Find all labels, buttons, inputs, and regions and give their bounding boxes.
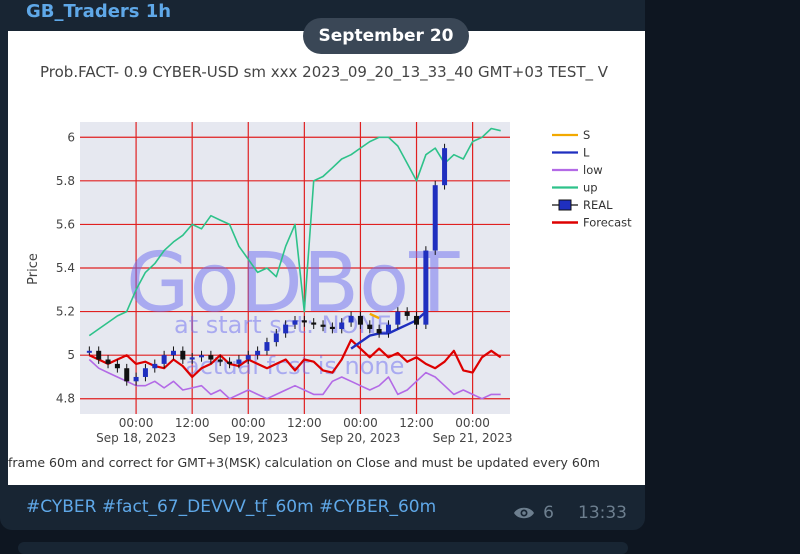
- series-line-forecast: [88, 338, 502, 379]
- message-meta: 6 13:33: [513, 503, 627, 523]
- real-candle-body: [236, 359, 242, 364]
- real-candle-body: [217, 359, 223, 362]
- y-ticks: 6 5.8 5.6 5.4 5.2 5 4.8: [56, 130, 75, 405]
- x-tick-date: Sep 20, 2023: [320, 431, 400, 445]
- real-candle-body: [152, 363, 158, 369]
- real-candle-body: [320, 324, 326, 327]
- x-tick-date: Sep 19, 2023: [208, 431, 288, 445]
- series-line-up: [88, 127, 501, 337]
- y-axis-label: Price: [26, 253, 41, 285]
- watermark-line1: at start set: NONE: [174, 311, 392, 339]
- real-candle-body: [376, 329, 382, 334]
- chart-title: Prob.FACT- 0.9 CYBER-USD sm xxx 2023_09_…: [40, 63, 609, 82]
- chart-footer: frame 60m and correct for GMT+3(MSK) cal…: [8, 455, 600, 470]
- legend-label-up: up: [583, 181, 598, 195]
- chart-image[interactable]: Prob.FACT- 0.9 CYBER-USD sm xxx 2023_09_…: [8, 31, 645, 485]
- real-candle-body: [255, 350, 261, 356]
- real-candle-body: [432, 185, 438, 251]
- series-line-s: [369, 312, 380, 320]
- legend-label-l: L: [583, 146, 590, 160]
- real-candle-body: [114, 363, 120, 369]
- x-tick-time: 12:00: [399, 416, 434, 430]
- channel-name[interactable]: GB_Traders 1h: [26, 1, 172, 22]
- views-count: 6: [543, 503, 554, 523]
- legend-label-real: REAL: [583, 198, 613, 212]
- real-candle-body: [170, 350, 176, 356]
- real-candle-body: [264, 342, 270, 351]
- real-candle-body: [86, 350, 92, 353]
- real-candle-body: [311, 322, 317, 325]
- next-message-edge: [18, 542, 628, 554]
- real-candle-body: [273, 333, 279, 343]
- x-tick-time: 00:00: [343, 416, 378, 430]
- real-candle-body: [404, 311, 410, 316]
- grid: [80, 122, 510, 414]
- x-tick-date: Sep 18, 2023: [96, 431, 176, 445]
- legend-label-low: low: [583, 163, 603, 177]
- real-candle-body: [105, 359, 111, 364]
- y-tick-label: 5.4: [56, 261, 75, 275]
- real-candle-body: [423, 250, 429, 325]
- legend-label-forecast: Forecast: [583, 216, 632, 230]
- real-candle-body: [199, 355, 205, 358]
- x-tick-time: 12:00: [287, 416, 322, 430]
- message-caption[interactable]: #CYBER #fact_67_DEVVV_tf_60m #CYBER_60m: [26, 497, 437, 517]
- real-candle-body: [301, 320, 307, 323]
- x-tick-time: 12:00: [175, 416, 210, 430]
- real-candle-body: [96, 350, 102, 360]
- y-tick-label: 4.8: [56, 392, 75, 406]
- real-candle-body: [348, 315, 354, 323]
- real-candle-body: [329, 326, 335, 330]
- chart-svg: Prob.FACT- 0.9 CYBER-USD sm xxx 2023_09_…: [8, 63, 632, 470]
- real-candle-body: [189, 357, 195, 360]
- real-candle-body: [161, 355, 167, 364]
- real-candle-body: [283, 324, 289, 334]
- real-candle-body: [227, 361, 233, 364]
- real-candle-body: [414, 315, 420, 325]
- series-line-low: [88, 358, 501, 400]
- message-time: 13:33: [578, 503, 627, 523]
- y-tick-label: 5: [67, 348, 75, 362]
- series-group: [86, 127, 502, 400]
- views-icon: [513, 506, 535, 520]
- real-candle-body: [208, 355, 214, 360]
- real-candle-body: [395, 311, 401, 325]
- watermark-main: GoDBoT: [126, 236, 460, 331]
- real-candle-body: [442, 148, 448, 186]
- real-candle-body: [245, 355, 251, 360]
- real-candle-body: [367, 324, 373, 330]
- y-tick-label: 5.6: [56, 217, 75, 231]
- y-tick-label: 5.8: [56, 174, 75, 188]
- real-candle-body: [339, 322, 345, 330]
- x-tick-time: 00:00: [455, 416, 490, 430]
- date-badge: September 20: [303, 18, 469, 54]
- x-tick-time: 00:00: [119, 416, 154, 430]
- y-tick-label: 5.2: [56, 305, 75, 319]
- real-candle-body: [124, 368, 130, 382]
- real-candle-body: [133, 376, 139, 382]
- real-candle-body: [357, 315, 363, 325]
- x-tick-date: Sep 21, 2023: [433, 431, 513, 445]
- real-candle-body: [180, 350, 186, 360]
- legend-swatch-real: [558, 199, 572, 211]
- x-tick-time: 00:00: [231, 416, 266, 430]
- real-candle-body: [385, 324, 391, 334]
- real-candle-body: [292, 320, 298, 325]
- legend-label-s: S: [583, 128, 590, 142]
- y-tick-label: 6: [67, 130, 75, 144]
- real-candle-body: [142, 368, 148, 377]
